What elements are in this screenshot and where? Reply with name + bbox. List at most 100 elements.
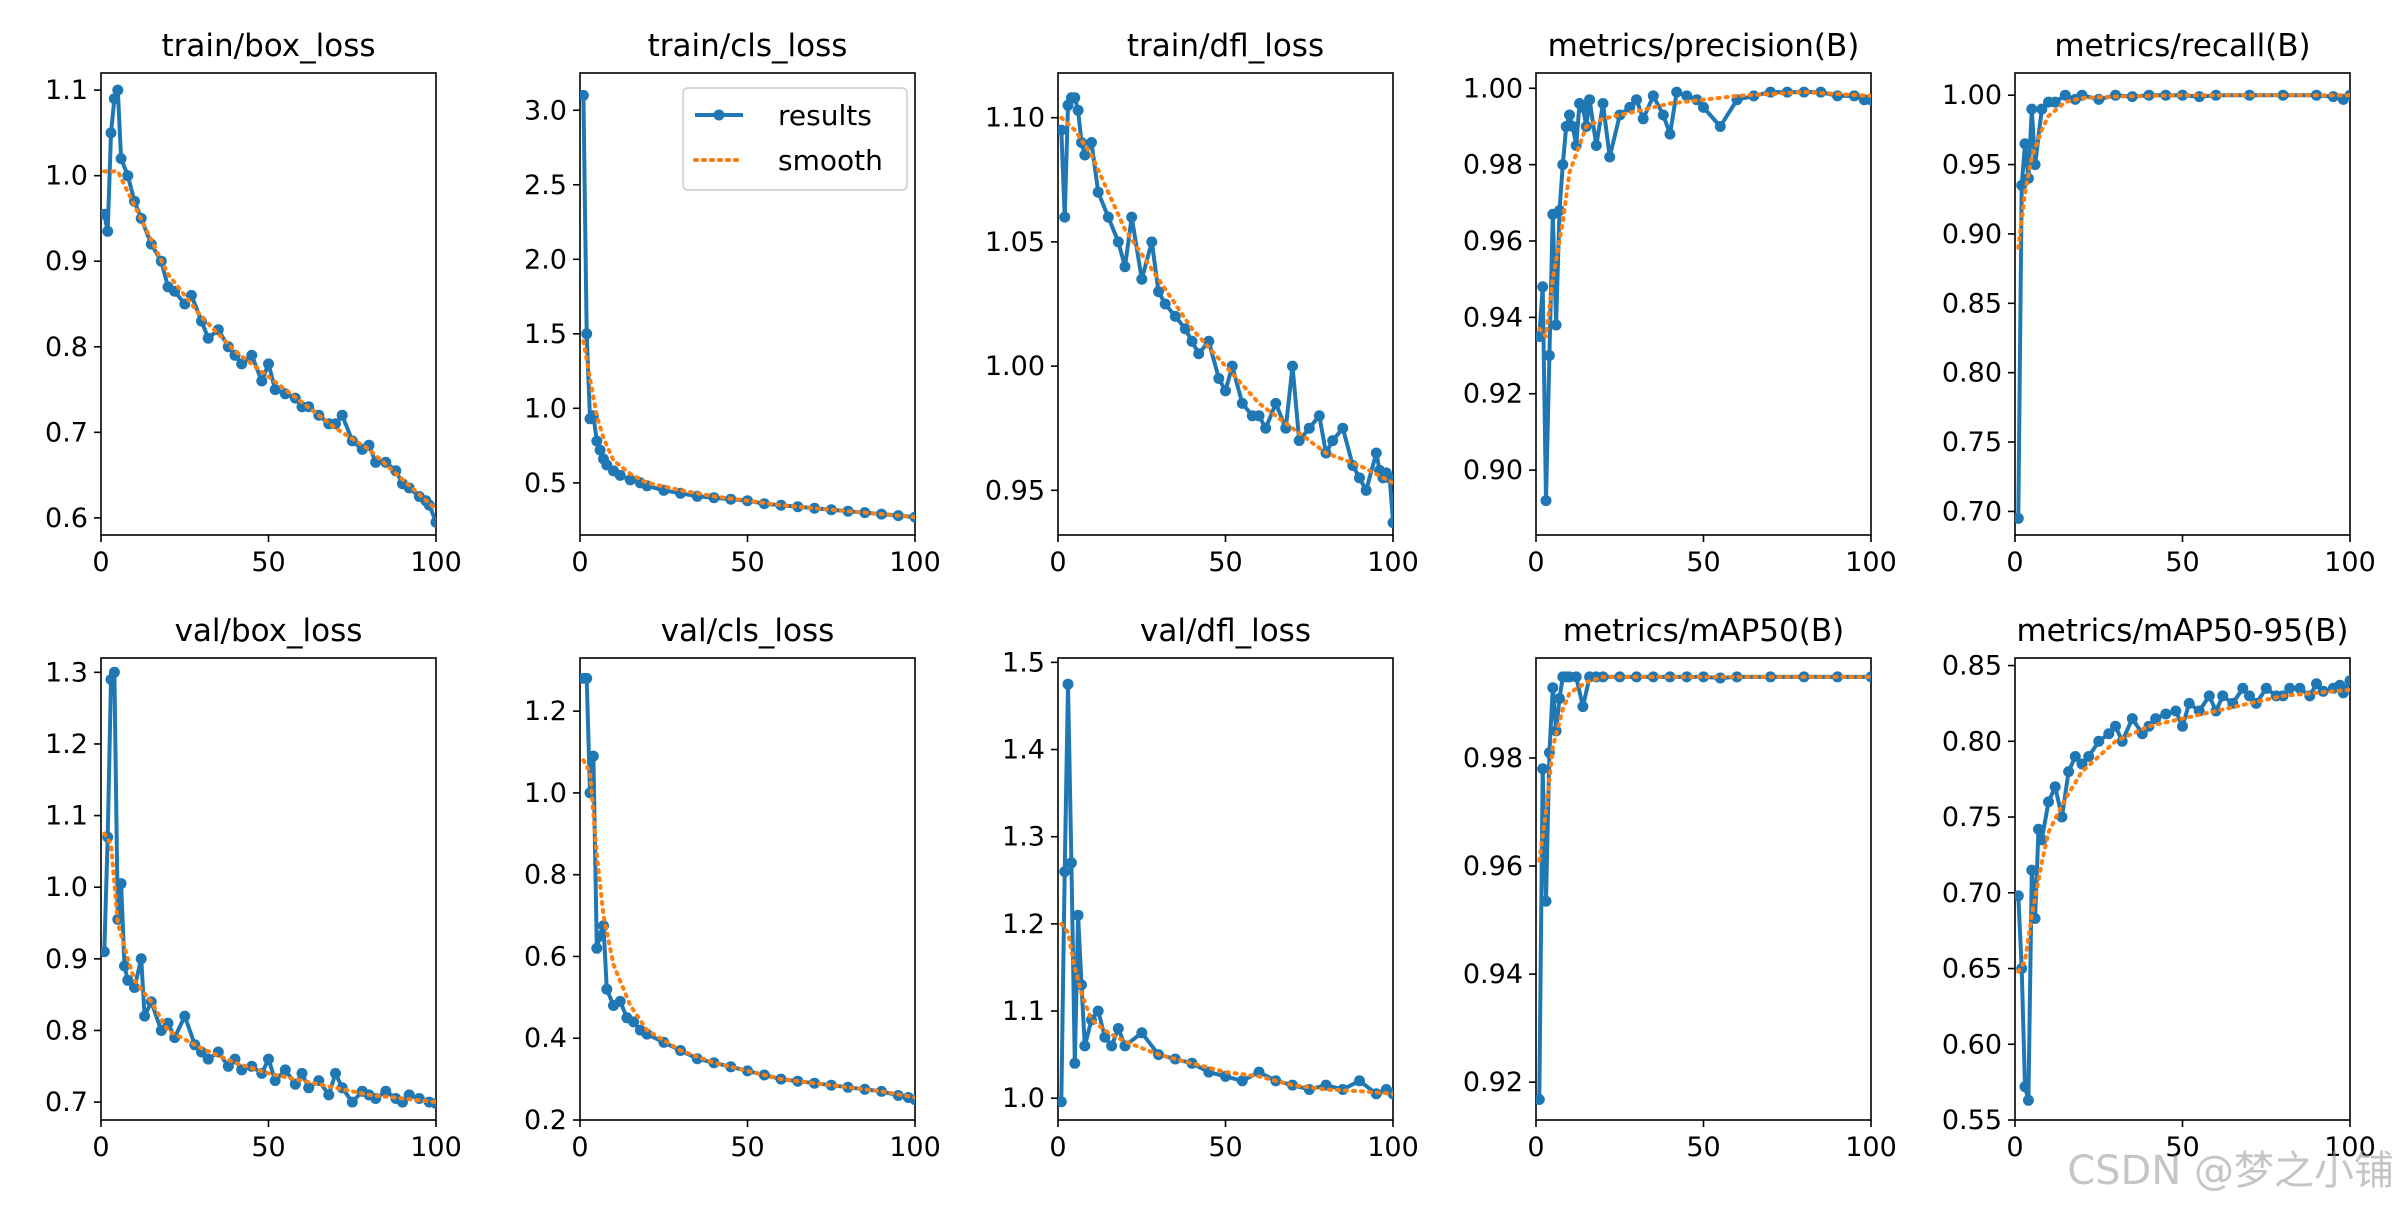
results-point bbox=[1537, 281, 1549, 293]
results-point bbox=[1337, 422, 1349, 434]
results-point bbox=[1543, 350, 1555, 361]
results-point bbox=[1069, 1057, 1081, 1069]
smooth-series-line bbox=[102, 831, 436, 1105]
results-point bbox=[2244, 690, 2255, 702]
results-point bbox=[2022, 1094, 2034, 1106]
chart-panel: val/dfl_loss 0 50 100 1.0 1.1 1.2 1.3 1.4 1.5 bbox=[1002, 613, 1419, 1163]
results-point bbox=[236, 358, 248, 370]
chart-panel: metrics/mAP50-95(B) 0 50 100 0.55 0.60 0.65 0.7… bbox=[1942, 613, 2376, 1163]
y-tick-label: 1.5 bbox=[1002, 647, 1045, 678]
y-tick-label: 0.70 bbox=[1942, 878, 2002, 909]
y-tick-label: 0.98 bbox=[1463, 150, 1523, 181]
y-tick-label: 0.6 bbox=[45, 503, 88, 534]
results-point bbox=[1567, 121, 1579, 132]
results-point bbox=[269, 1075, 281, 1087]
results-point bbox=[1387, 517, 1393, 529]
y-tick-label: 0.75 bbox=[1942, 427, 2002, 458]
results-point bbox=[346, 1096, 358, 1108]
results-point bbox=[105, 127, 117, 139]
results-point bbox=[179, 1010, 191, 1022]
chart-title: metrics/precision(B) bbox=[1548, 28, 1860, 64]
results-point bbox=[1213, 373, 1225, 384]
results-point bbox=[1590, 140, 1602, 151]
results-point bbox=[108, 666, 120, 678]
smooth-series-line bbox=[1059, 921, 1393, 1096]
results-point bbox=[1079, 1040, 1091, 1052]
results-point bbox=[2217, 690, 2229, 702]
results-point bbox=[2237, 682, 2249, 694]
results-point bbox=[403, 1089, 415, 1101]
results-point bbox=[587, 750, 599, 762]
chart-panel: train/cls_loss 0 50 100 0.5 1.0 1.5 2.0 2.5 3.0 re… bbox=[524, 28, 941, 578]
results-point bbox=[2059, 89, 2071, 101]
results-point bbox=[1099, 1031, 1111, 1043]
y-tick-label: 0.6 bbox=[524, 941, 567, 972]
results-point bbox=[1069, 92, 1081, 104]
y-tick-label: 3.0 bbox=[524, 95, 567, 126]
csdn-watermark: CSDN @梦之小铺 bbox=[2067, 1148, 2394, 1194]
results-point bbox=[1631, 94, 1642, 106]
chart-title: metrics/mAP50-95(B) bbox=[2016, 613, 2348, 649]
results-point bbox=[2150, 713, 2162, 725]
results-point bbox=[380, 1085, 392, 1097]
results-point bbox=[2063, 766, 2075, 778]
x-tick-label: 100 bbox=[410, 1132, 462, 1163]
results-point bbox=[1681, 671, 1693, 683]
results-point bbox=[1159, 298, 1171, 310]
y-tick-label: 0.7 bbox=[45, 1087, 88, 1118]
results-point bbox=[792, 501, 804, 513]
results-point bbox=[1260, 422, 1272, 434]
x-tick-label: 50 bbox=[2165, 547, 2199, 578]
y-tick-label: 0.55 bbox=[1942, 1105, 2002, 1136]
y-tick-label: 0.9 bbox=[45, 246, 88, 277]
results-point bbox=[122, 974, 134, 986]
results-point bbox=[102, 225, 114, 237]
results-series-line bbox=[1537, 674, 1871, 1100]
results-point bbox=[2036, 103, 2048, 115]
results-point bbox=[1079, 149, 1091, 161]
chart-title: train/cls_loss bbox=[648, 28, 848, 64]
axes-frame bbox=[100, 657, 437, 1121]
results-point bbox=[581, 672, 593, 684]
results-point bbox=[1540, 895, 1552, 907]
y-tick-label: 0.90 bbox=[1942, 219, 2002, 250]
smooth-series-line bbox=[581, 339, 915, 520]
results-point bbox=[842, 1081, 854, 1093]
results-point bbox=[1253, 410, 1265, 422]
x-tick-label: 0 bbox=[1527, 547, 1544, 578]
results-point bbox=[1714, 121, 1726, 132]
results-point bbox=[2160, 708, 2172, 720]
results-point bbox=[1102, 211, 1114, 223]
x-tick-label: 100 bbox=[1367, 1132, 1419, 1163]
y-tick-label: 1.00 bbox=[1463, 73, 1523, 104]
axes-frame bbox=[579, 657, 916, 1121]
results-point bbox=[2056, 811, 2068, 823]
smooth-series-line bbox=[102, 169, 436, 512]
plot-area bbox=[1536, 86, 1871, 507]
results-point bbox=[1072, 909, 1084, 921]
plot-area bbox=[2015, 675, 2350, 1106]
x-tick-label: 0 bbox=[92, 547, 109, 578]
chart-title: train/dfl_loss bbox=[1127, 28, 1324, 64]
results-point bbox=[581, 328, 593, 340]
results-point bbox=[1153, 286, 1164, 298]
results-point bbox=[1577, 101, 1589, 113]
x-tick-label: 0 bbox=[2006, 1132, 2023, 1163]
chart-title: val/cls_loss bbox=[661, 613, 835, 649]
y-tick-label: 1.2 bbox=[524, 696, 567, 727]
results-point bbox=[1119, 261, 1131, 273]
results-point bbox=[591, 435, 603, 447]
results-point bbox=[2294, 682, 2306, 694]
results-point bbox=[1637, 113, 1649, 125]
x-tick-label: 0 bbox=[1527, 1132, 1544, 1163]
results-point bbox=[196, 1046, 207, 1058]
y-tick-label: 0.80 bbox=[1942, 726, 2002, 757]
y-tick-label: 0.5 bbox=[524, 468, 567, 499]
y-tick-label: 1.1 bbox=[45, 801, 88, 832]
results-point bbox=[1370, 447, 1382, 459]
results-point bbox=[1327, 435, 1339, 447]
results-point bbox=[1058, 1096, 1067, 1108]
axes-frame bbox=[1057, 72, 1394, 536]
results-series-line bbox=[102, 670, 436, 1106]
